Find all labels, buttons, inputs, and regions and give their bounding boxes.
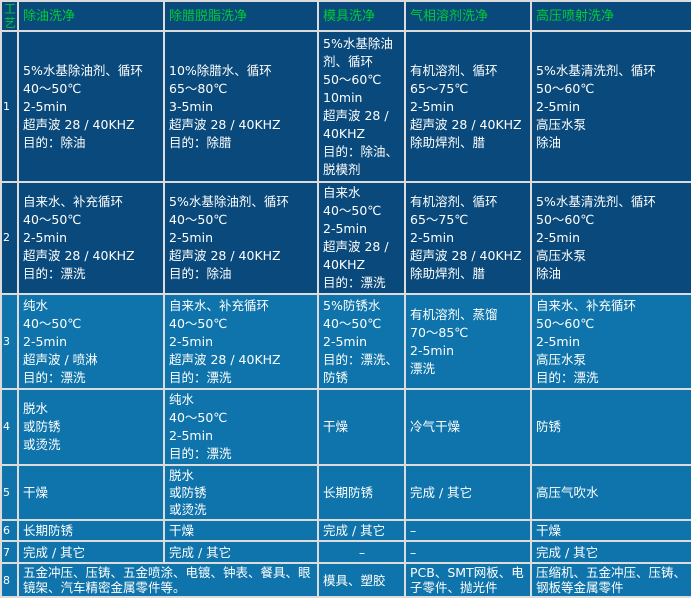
process-cell: 干燥 <box>17 464 165 521</box>
row-number: 8 <box>0 562 19 598</box>
process-cell: 自来水、补充循环 40～50℃ 2-5min 超声波 28 / 40KHZ 目的… <box>163 293 319 390</box>
process-cell: 纯水 40～50℃ 2-5min 超声波 / 喷淋 目的：漂洗 <box>17 293 165 390</box>
column-header-4: 气相溶剂洗净 <box>404 0 532 32</box>
process-cell: 压缩机、五金冲压、压铸、钢板等金属零件 <box>530 562 691 598</box>
process-cell: 长期防锈 <box>317 464 406 521</box>
process-cell: 高压气吹水 <box>530 464 691 521</box>
column-header-5: 高压喷射洗净 <box>530 0 691 32</box>
process-cell: 有机溶剂、蒸馏 70～85℃ 2-5min 漂洗 <box>404 293 532 390</box>
row-number: 2 <box>0 181 19 295</box>
process-cell: 冷气干燥 <box>404 388 532 466</box>
process-cell: 自来水 40～50℃ 2-5min 超声波 28 / 40KHZ 目的：漂洗 <box>317 181 406 295</box>
process-cell: 完成 / 其它 <box>530 540 691 564</box>
process-cell: 5%水基清洗剂、循环 50～60℃ 2-5min 高压水泵 除油 <box>530 181 691 295</box>
table-row: 3 纯水 40～50℃ 2-5min 超声波 / 喷淋 目的：漂洗 自来水、补充循环… <box>0 293 691 390</box>
process-cell: 5%水基除油剂、循环 40～50℃ 2-5min 超声波 28 / 40KHZ … <box>163 181 319 295</box>
process-cell: 5%水基除油剂、循环 40～50℃ 2-5min 超声波 28 / 40KHZ … <box>17 30 165 183</box>
process-cell: – <box>404 519 532 542</box>
process-cell: 脱水 或防锈 或烫洗 <box>17 388 165 466</box>
row-number: 1 <box>0 30 19 183</box>
process-cell: 脱水 或防锈 或烫洗 <box>163 464 319 521</box>
column-header-2: 除腊脱脂洗净 <box>163 0 319 32</box>
table-row: 8 五金冲压、压铸、五金喷涂、电镀、钟表、餐具、眼镜架、汽车精密金属零件等。 模具、… <box>0 562 691 598</box>
process-cell: 完成 / 其它 <box>404 464 532 521</box>
process-cell: 模具、塑胶 <box>317 562 406 598</box>
row-number: 6 <box>0 519 19 542</box>
process-cell: 自来水、补充循环 50～60℃ 2-5min 高压水泵 目的：漂洗 <box>530 293 691 390</box>
process-cell: 纯水 40～50℃ 2-5min 目的：漂洗 <box>163 388 319 466</box>
header-row: 工艺 除油洗净 除腊脱脂洗净 模具洗净 气相溶剂洗净 高压喷射洗净 <box>0 0 691 32</box>
process-cell: 完成 / 其它 <box>163 540 319 564</box>
column-header-1: 除油洗净 <box>17 0 165 32</box>
corner-header-gongyi: 工艺 <box>0 0 19 32</box>
process-cell: 完成 / 其它 <box>317 519 406 542</box>
column-header-3: 模具洗净 <box>317 0 406 32</box>
table-row: 5 干燥 脱水 或防锈 或烫洗 长期防锈 完成 / 其它 高压气吹水 <box>0 464 691 521</box>
table-body: 1 5%水基除油剂、循环 40～50℃ 2-5min 超声波 28 / 40KHZ… <box>0 30 691 598</box>
table-row: 7 完成 / 其它 完成 / 其它 – – 完成 / 其它 <box>0 540 691 564</box>
table-row: 1 5%水基除油剂、循环 40～50℃ 2-5min 超声波 28 / 40KHZ… <box>0 30 691 183</box>
process-cell: 干燥 <box>317 388 406 466</box>
table-row: 2 自来水、补充循环 40～50℃ 2-5min 超声波 28 / 40KHZ 目… <box>0 181 691 295</box>
table-row: 4 脱水 或防锈 或烫洗 纯水 40～50℃ 2-5min 目的：漂洗 干燥 冷气干燥防… <box>0 388 691 466</box>
process-cell: 10%除腊水、循环 65～80℃ 3-5min 超声波 28 / 40KHZ 目… <box>163 30 319 183</box>
process-cell: 干燥 <box>163 519 319 542</box>
table-row: 6 长期防锈 干燥 完成 / 其它 – 干燥 <box>0 519 691 542</box>
process-cell: 五金冲压、压铸、五金喷涂、电镀、钟表、餐具、眼镜架、汽车精密金属零件等。 <box>17 562 319 598</box>
process-cell: 干燥 <box>530 519 691 542</box>
row-number: 7 <box>0 540 19 564</box>
process-cell: 完成 / 其它 <box>17 540 165 564</box>
process-cell: 有机溶剂、循环 65～75℃ 2-5min 超声波 28 / 40KHZ 除助焊… <box>404 30 532 183</box>
process-cell: PCB、SMT网板、电子零件、抛光件 <box>404 562 532 598</box>
process-cell: 有机溶剂、循环 65～75℃ 2-5min 超声波 28 / 40KHZ 除助焊… <box>404 181 532 295</box>
process-cell: – <box>317 540 406 564</box>
process-cell: 防锈 <box>530 388 691 466</box>
row-number: 4 <box>0 388 19 466</box>
process-cell: 5%水基除油剂、循环 50～60℃ 10min 超声波 28 / 40KHZ 目… <box>317 30 406 183</box>
process-cell: 长期防锈 <box>17 519 165 542</box>
process-cell: – <box>404 540 532 564</box>
row-number: 5 <box>0 464 19 521</box>
process-cell: 5%防锈水 40～50℃ 2-5min 目的：漂洗、防锈 <box>317 293 406 390</box>
row-number: 3 <box>0 293 19 390</box>
process-cell: 自来水、补充循环 40～50℃ 2-5min 超声波 28 / 40KHZ 目的… <box>17 181 165 295</box>
process-cell: 5%水基清洗剂、循环 50～60℃ 2-5min 高压水泵 除油 <box>530 30 691 183</box>
